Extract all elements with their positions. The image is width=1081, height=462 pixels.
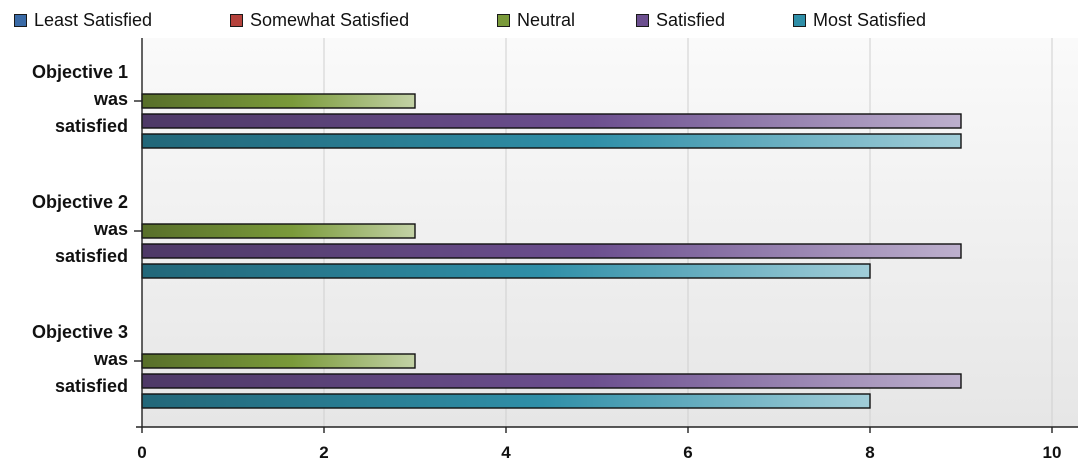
bar-neutral-1 xyxy=(141,93,416,109)
category-label-line: Objective 2 xyxy=(32,192,128,212)
bar-neutral-3 xyxy=(141,353,416,369)
category-label-line: satisfied xyxy=(55,116,128,136)
legend-swatch-least-satisfied xyxy=(14,13,27,27)
category-label-line: satisfied xyxy=(55,246,128,266)
bar-most-satisfied-3 xyxy=(141,393,871,409)
bar-most-satisfied-1 xyxy=(141,133,962,149)
bar-satisfied-1 xyxy=(141,113,962,129)
legend-item-satisfied: Satisfied xyxy=(636,9,725,31)
legend-swatch-somewhat-satisfied xyxy=(230,13,243,27)
legend-item-somewhat-satisfied: Somewhat Satisfied xyxy=(230,9,409,31)
x-tick-label: 10 xyxy=(1043,443,1062,462)
bars xyxy=(141,93,962,409)
category-label-line: was xyxy=(93,219,128,239)
legend-swatch-neutral xyxy=(497,13,510,27)
legend-label: Somewhat Satisfied xyxy=(250,9,410,30)
x-tick-label: 4 xyxy=(501,443,511,462)
category-label-line: was xyxy=(93,349,128,369)
legend-label: Satisfied xyxy=(656,9,726,30)
category-label-line: satisfied xyxy=(55,376,128,396)
legend-item-neutral: Neutral xyxy=(497,9,575,31)
legend-swatch-satisfied xyxy=(636,13,649,27)
category-label-line: Objective 3 xyxy=(32,322,128,342)
legend-label: Least Satisfied xyxy=(34,9,153,30)
legend-label: Most Satisfied xyxy=(813,9,927,30)
category-label-line: Objective 1 xyxy=(32,62,128,82)
bar-neutral-2 xyxy=(141,223,416,239)
x-ticks: 0 2 4 6 8 10 xyxy=(137,427,1061,462)
bar-most-satisfied-2 xyxy=(141,263,871,279)
x-tick-label: 8 xyxy=(865,443,874,462)
x-tick-label: 2 xyxy=(319,443,328,462)
legend-item-least-satisfied: Least Satisfied xyxy=(14,9,152,31)
category-label-line: was xyxy=(93,89,128,109)
legend-swatch-most-satisfied xyxy=(793,13,806,27)
bar-satisfied-3 xyxy=(141,373,962,389)
legend-item-most-satisfied: Most Satisfied xyxy=(793,9,926,31)
category-labels: Objective 1 was satisfied Objective 2 was sat… xyxy=(32,62,142,396)
bar-satisfied-2 xyxy=(141,243,962,259)
legend: Least Satisfied Somewhat Satisfied Neutral… xyxy=(0,0,1081,36)
legend-label: Neutral xyxy=(517,9,576,30)
x-tick-label: 6 xyxy=(683,443,692,462)
x-tick-label: 0 xyxy=(137,443,146,462)
axes xyxy=(136,38,1078,428)
